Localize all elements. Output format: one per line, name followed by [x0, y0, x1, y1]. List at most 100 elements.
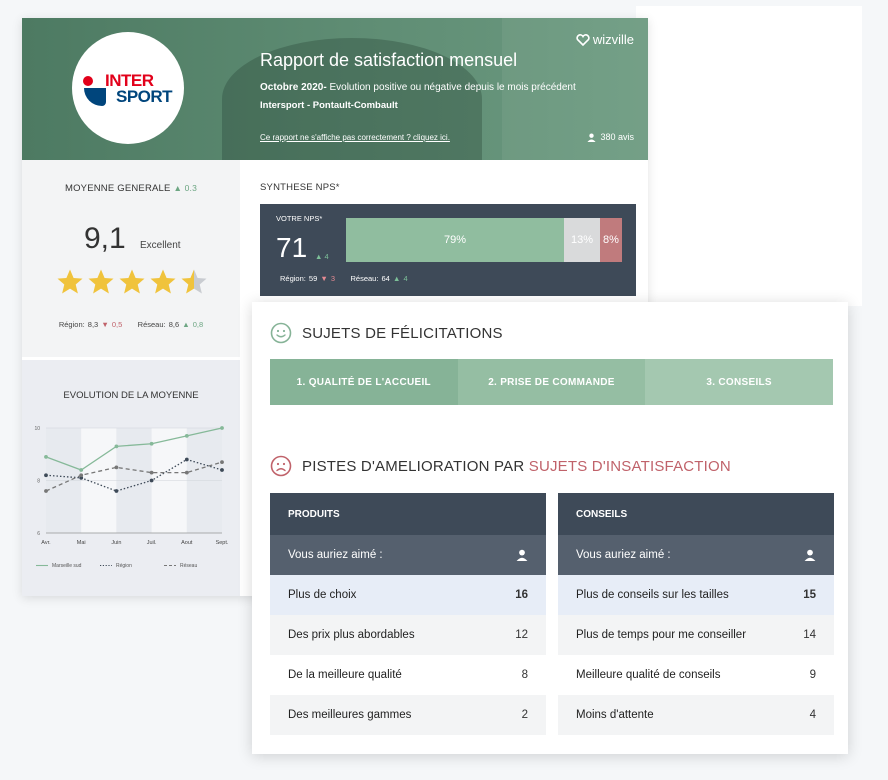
- nps-distribution-bar: 79% 13% 8%: [346, 218, 622, 262]
- legend-label: Marseille sud: [52, 563, 82, 569]
- x-tick-label: Juil.: [147, 540, 157, 546]
- table-produits: PRODUITS Vous auriez aimé : Plus de choi…: [270, 493, 546, 735]
- row-label: Des meilleures gammes: [288, 709, 412, 721]
- nps-region-score: Région: 59: [280, 274, 318, 283]
- data-point: [149, 441, 154, 446]
- felicitation-tab-3[interactable]: 3. CONSEILS: [645, 359, 833, 405]
- x-tick-label: Avr.: [41, 540, 51, 546]
- nps-title: SYNTHESE NPS*: [260, 182, 340, 193]
- ameliorations-title-highlight: SUJETS D'INSATISFACTION: [528, 457, 731, 475]
- table-row[interactable]: Plus de choix 16: [270, 575, 546, 615]
- intersport-logo: INTER SPORT: [72, 32, 184, 144]
- smile-icon: [270, 322, 292, 344]
- row-count: 9: [809, 669, 816, 681]
- table-conseils: CONSEILS Vous auriez aimé : Plus de cons…: [558, 493, 834, 735]
- sad-face-icon: [270, 455, 292, 477]
- evolution-panel: EVOLUTION DE LA MOYENNE 10 8 6 Avr. Mai Juin J…: [22, 360, 240, 596]
- x-tick-label: Aout: [181, 540, 193, 546]
- data-point: [184, 470, 189, 475]
- series-line-2: [45, 461, 223, 492]
- felicitation-tab-1[interactable]: 1. QUALITÉ DE L'ACCUEIL: [270, 359, 458, 405]
- region-score: Région: 8,3: [58, 320, 99, 329]
- nps-value: 71: [276, 232, 308, 263]
- row-label: Plus de conseils sur les tailles: [576, 589, 729, 601]
- view-online-link[interactable]: Ce rapport ne s'affiche pas correctement…: [260, 133, 450, 142]
- table-row[interactable]: Plus de temps pour me conseiller 14: [558, 615, 834, 655]
- series-line-1: [45, 458, 223, 492]
- table-subheader-label: Vous auriez aimé :: [288, 549, 383, 561]
- star-icon: [57, 269, 83, 294]
- x-tick-label: Juin: [111, 540, 121, 546]
- data-point: [79, 468, 84, 472]
- average-comparisons: Région: 8,3 ▼ 0,5 Réseau: 8,6 ▲ 0,8: [22, 320, 240, 329]
- row-label: Plus de temps pour me conseiller: [576, 629, 747, 641]
- nps-comparisons: Région: 59 ▼ 3 Réseau: 64 ▲ 4: [280, 274, 408, 283]
- average-title: MOYENNE GENERALE ▲ 0.3: [22, 183, 240, 194]
- table-row[interactable]: Des prix plus abordables 12: [270, 615, 546, 655]
- average-delta: ▲ 0.3: [173, 183, 198, 193]
- average-title-text: MOYENNE GENERALE: [64, 183, 171, 194]
- table-row[interactable]: Plus de conseils sur les tailles 15: [558, 575, 834, 615]
- nps-network-delta: ▲ 4: [392, 274, 408, 283]
- report-period: Octobre 2020- Evolution positive ou néga…: [260, 82, 576, 93]
- nps-network-score: Réseau: 64: [350, 274, 390, 283]
- banner-overlay: [502, 18, 648, 160]
- logo-text-inter: INTER: [105, 71, 154, 90]
- table-row[interactable]: Meilleure qualité de conseils 9: [558, 655, 834, 695]
- background-card: [636, 6, 862, 306]
- ameliorations-title-text: PISTES D'AMELIORATION PAR: [302, 457, 525, 475]
- user-icon: [516, 549, 528, 561]
- nps-segment: 8%: [599, 218, 622, 262]
- period-description: Evolution positive ou négative depuis le…: [326, 82, 576, 93]
- table-header: PRODUITS: [270, 493, 546, 535]
- brand-name: wizville: [592, 32, 634, 47]
- row-label: Plus de choix: [288, 589, 357, 601]
- star-icon: [150, 269, 176, 294]
- nps-delta: ▲ 4: [315, 252, 329, 261]
- data-point: [44, 473, 48, 478]
- row-count: 2: [521, 709, 528, 721]
- row-label: Des prix plus abordables: [288, 629, 415, 641]
- data-point: [79, 475, 84, 480]
- star-rating: [56, 268, 208, 296]
- nps-segment: 79%: [346, 218, 565, 262]
- star-icon: [88, 269, 114, 294]
- logo-wave: [84, 88, 106, 106]
- row-count: 16: [515, 589, 528, 601]
- row-count: 4: [809, 709, 816, 721]
- table-subheader: Vous auriez aimé :: [270, 535, 546, 575]
- score-label: Excellent: [140, 240, 181, 251]
- table-row[interactable]: Des meilleures gammes 2: [270, 695, 546, 735]
- report-title: Rapport de satisfaction mensuel: [260, 50, 518, 70]
- data-point: [220, 426, 224, 430]
- average-panel: MOYENNE GENERALE ▲ 0.3 9,1 Excellent Rég…: [22, 160, 240, 357]
- nps-segment: 13%: [564, 218, 600, 262]
- nps-box: VOTRE NPS* 71 ▲ 4 Région: 59 ▼ 3 Réseau:…: [260, 204, 636, 296]
- row-label: Moins d'attente: [576, 709, 654, 721]
- data-point: [184, 433, 189, 438]
- review-count-text: 380 avis: [600, 132, 634, 142]
- table-row[interactable]: De la meilleure qualité 8: [270, 655, 546, 695]
- ameliorations-header: PISTES D'AMELIORATION PAR SUJETS D'INSAT…: [270, 455, 731, 477]
- data-point: [44, 489, 48, 493]
- table-header: CONSEILS: [558, 493, 834, 535]
- data-point: [114, 489, 119, 493]
- y-tick-label: 6: [37, 531, 40, 537]
- legend-label: Réseau: [180, 563, 197, 569]
- row-count: 8: [521, 669, 528, 681]
- star-icon: [181, 269, 207, 294]
- average-score: 9,1: [84, 222, 126, 255]
- row-label: Meilleure qualité de conseils: [576, 669, 721, 681]
- table-row[interactable]: Moins d'attente 4: [558, 695, 834, 735]
- data-point: [44, 454, 48, 459]
- data-point: [220, 460, 224, 465]
- felicitation-tab-2[interactable]: 2. PRISE DE COMMANDE: [457, 359, 646, 405]
- table-subheader: Vous auriez aimé :: [558, 535, 834, 575]
- user-icon: [587, 133, 597, 142]
- nps-region-delta: ▼ 3: [320, 274, 336, 283]
- store-name: Intersport - Pontault-Combault: [260, 100, 398, 111]
- user-icon: [804, 549, 816, 561]
- period-month: Octobre 2020-: [260, 82, 327, 93]
- x-tick-label: Mai: [77, 540, 86, 546]
